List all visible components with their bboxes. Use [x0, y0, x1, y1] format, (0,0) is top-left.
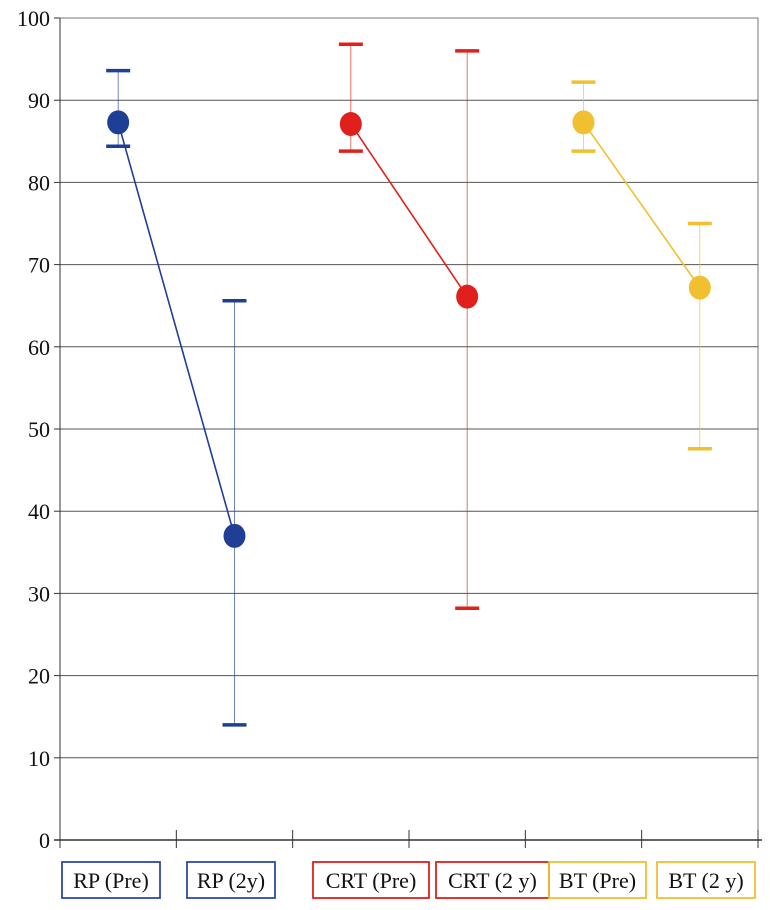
data-point [107, 110, 130, 135]
series-rp [106, 68, 247, 727]
x-label-group: RP (2y) [186, 861, 276, 899]
x-tick-label: CRT (2 y) [448, 868, 537, 893]
x-label-group: BT (2 y) [656, 861, 756, 899]
y-tick-label: 90 [28, 88, 50, 113]
x-tick-label: RP (Pre) [73, 868, 149, 893]
x-tick-labels: RP (Pre) RP (2y) CRT (Pre) CRT (2 y) BT (Pre… [61, 861, 756, 899]
y-tick-label: 0 [39, 828, 50, 853]
trend-line [582, 121, 701, 289]
data-point [572, 110, 595, 135]
x-label-group: CRT (2 y) [435, 861, 550, 899]
trend-line [117, 122, 236, 537]
x-axis [54, 830, 762, 848]
data-point [223, 523, 246, 548]
x-tick-label: BT (Pre) [559, 868, 636, 893]
y-tick-label: 40 [28, 499, 50, 524]
x-tick-label: BT (2 y) [668, 868, 743, 893]
y-tick-label: 50 [28, 417, 50, 442]
grid-lines [59, 17, 759, 841]
series-layer [106, 42, 712, 727]
y-tick-label: 70 [28, 253, 50, 278]
y-tick-label: 60 [28, 335, 50, 360]
x-label-box [548, 861, 647, 899]
y-tick-label: 30 [28, 581, 50, 606]
x-label-box [186, 861, 276, 899]
x-tick-label: RP (2y) [197, 868, 265, 893]
y-tick-label: 80 [28, 170, 50, 195]
x-label-group: BT (Pre) [548, 861, 647, 899]
data-point [688, 275, 711, 300]
x-label-box [656, 861, 756, 899]
data-point [339, 112, 362, 137]
y-tick-label: 10 [28, 746, 50, 771]
y-tick-label: 20 [28, 664, 50, 689]
y-axis: 0 10 20 30 40 50 60 70 80 90 100 [17, 6, 61, 853]
trend-line [350, 123, 468, 298]
x-label-group: RP (Pre) [61, 861, 161, 899]
data-point [456, 284, 479, 309]
x-tick-label: CRT (Pre) [326, 868, 417, 893]
x-label-box [312, 861, 430, 899]
x-label-group: CRT (Pre) [312, 861, 430, 899]
series-crt [338, 42, 480, 610]
x-label-box [61, 861, 161, 899]
series-bt [571, 80, 712, 451]
y-tick-label: 100 [17, 6, 50, 31]
